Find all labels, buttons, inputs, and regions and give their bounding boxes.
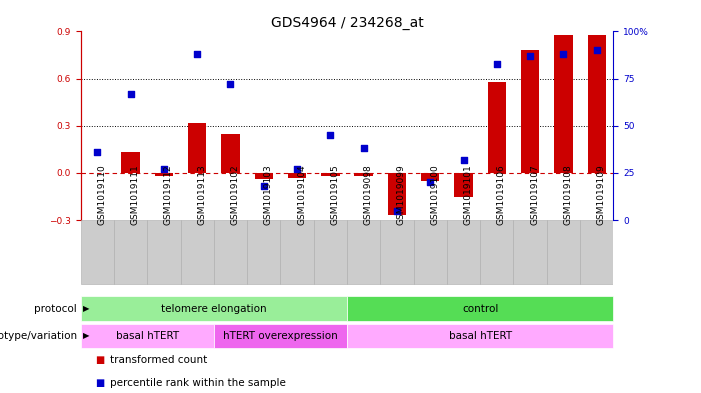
Text: basal hTERT: basal hTERT [116, 331, 179, 341]
Text: protocol: protocol [34, 303, 77, 314]
Point [325, 132, 336, 138]
Bar [521, 50, 539, 173]
Bar [81, 220, 114, 283]
Bar [388, 173, 406, 215]
Text: percentile rank within the sample: percentile rank within the sample [110, 378, 286, 388]
Text: GSM1019109: GSM1019109 [597, 164, 606, 224]
Bar [347, 323, 613, 348]
Text: GSM1019104: GSM1019104 [297, 164, 306, 224]
Point [158, 166, 170, 172]
Point [358, 145, 369, 152]
Text: GSM1019111: GSM1019111 [130, 164, 139, 224]
Bar [347, 296, 613, 321]
Text: GSM1019107: GSM1019107 [530, 164, 539, 224]
Text: ■: ■ [95, 378, 104, 388]
Bar [547, 220, 580, 283]
Text: GSM1019098: GSM1019098 [364, 164, 373, 224]
Text: GSM1019103: GSM1019103 [264, 164, 273, 224]
Bar [381, 220, 414, 283]
Text: GSM1019102: GSM1019102 [231, 164, 240, 224]
Text: GSM1019110: GSM1019110 [97, 164, 107, 224]
Bar [214, 323, 347, 348]
Text: transformed count: transformed count [110, 354, 207, 365]
Text: telomere elongation: telomere elongation [161, 303, 266, 314]
Bar [514, 220, 547, 283]
Bar [421, 173, 440, 181]
Bar [81, 296, 347, 321]
Point [558, 51, 569, 57]
Text: ▶: ▶ [83, 304, 89, 313]
Text: GSM1019105: GSM1019105 [330, 164, 339, 224]
Point [191, 51, 203, 57]
Point [524, 53, 536, 59]
Bar [321, 173, 339, 176]
Point [258, 183, 269, 189]
Bar [214, 220, 247, 283]
Text: GSM1019108: GSM1019108 [564, 164, 573, 224]
Point [391, 208, 402, 214]
Bar [347, 220, 381, 283]
Bar [454, 173, 472, 196]
Bar [222, 134, 240, 173]
Point [425, 179, 436, 185]
Bar [247, 220, 280, 283]
Text: GSM1019100: GSM1019100 [430, 164, 440, 224]
Title: GDS4964 / 234268_at: GDS4964 / 234268_at [271, 17, 423, 30]
Text: hTERT overexpression: hTERT overexpression [223, 331, 338, 341]
Text: GSM1019101: GSM1019101 [463, 164, 472, 224]
Bar [114, 220, 147, 283]
Bar [580, 220, 613, 283]
Bar [554, 35, 573, 173]
Bar [254, 173, 273, 179]
Bar [447, 220, 480, 283]
Bar [81, 323, 214, 348]
Bar [414, 220, 447, 283]
Bar [188, 123, 206, 173]
Text: GSM1019112: GSM1019112 [164, 164, 173, 224]
Text: control: control [462, 303, 498, 314]
Bar [355, 173, 373, 176]
Bar [314, 220, 347, 283]
Point [458, 156, 469, 163]
Bar [280, 220, 314, 283]
Text: GSM1019113: GSM1019113 [197, 164, 206, 224]
Point [491, 61, 503, 67]
Text: GSM1019099: GSM1019099 [397, 164, 406, 224]
Text: GSM1019106: GSM1019106 [497, 164, 506, 224]
Text: ■: ■ [95, 354, 104, 365]
Point [92, 149, 103, 155]
Text: genotype/variation: genotype/variation [0, 331, 77, 341]
Bar [181, 220, 214, 283]
Point [125, 90, 136, 97]
Text: basal hTERT: basal hTERT [449, 331, 512, 341]
Point [292, 166, 303, 172]
Bar [488, 82, 506, 173]
Bar [288, 173, 306, 178]
Bar [121, 152, 139, 173]
Bar [147, 220, 181, 283]
Point [225, 81, 236, 87]
Bar [480, 220, 513, 283]
Point [591, 47, 602, 53]
Bar [587, 35, 606, 173]
Text: ▶: ▶ [83, 332, 89, 340]
Bar [155, 173, 173, 176]
